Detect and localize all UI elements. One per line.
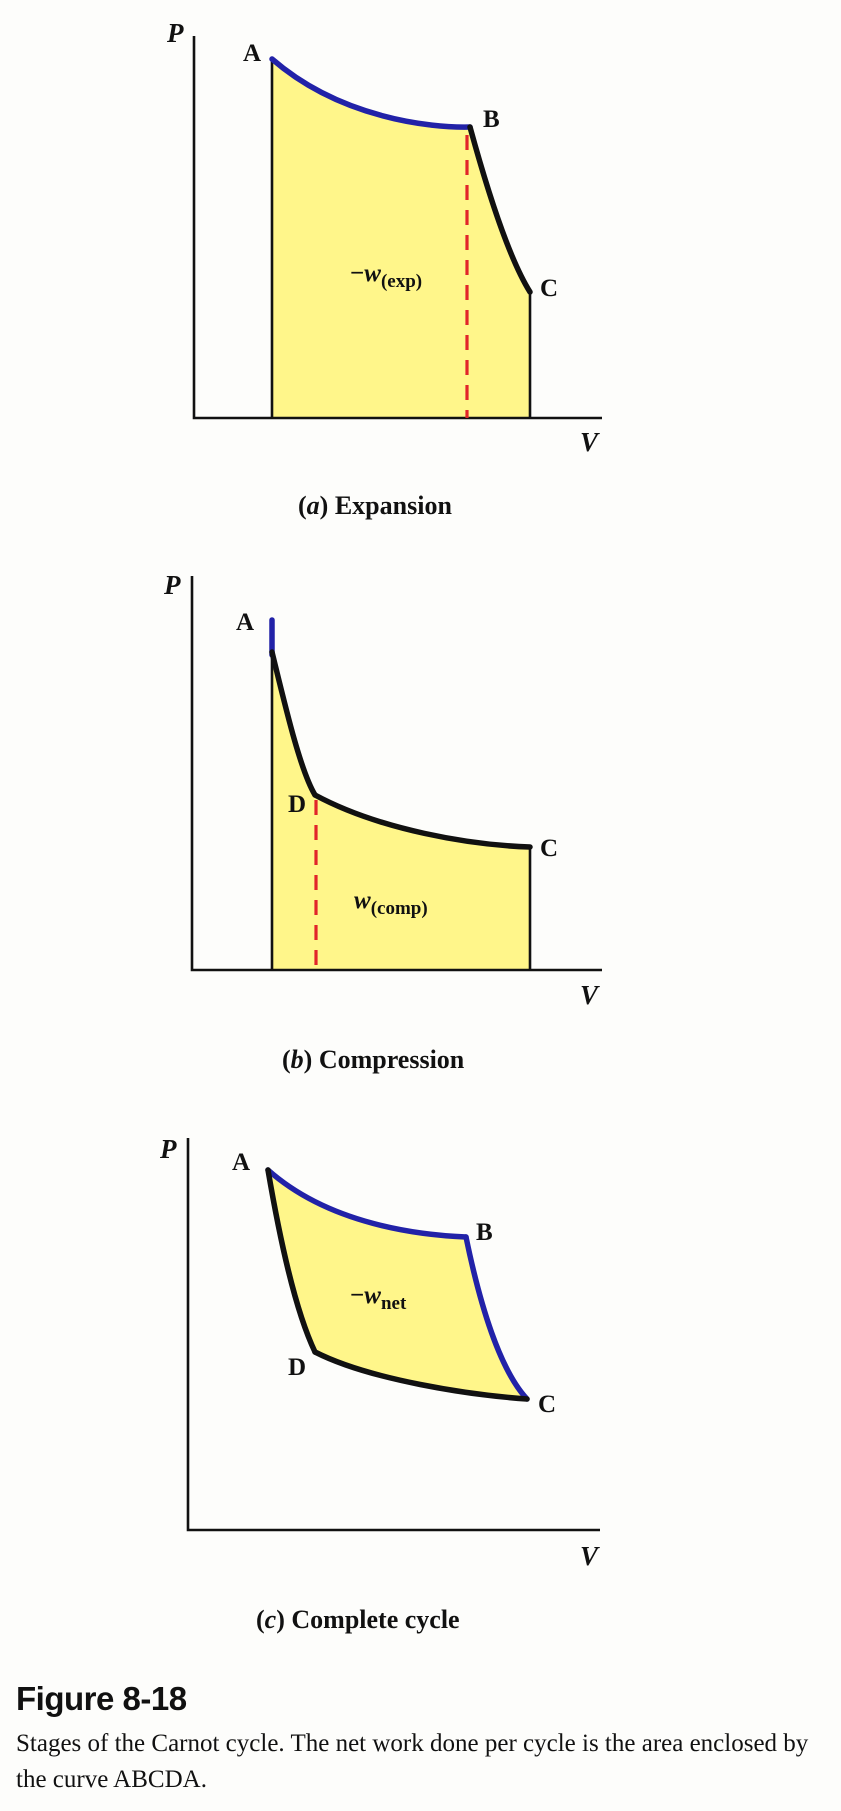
work-label-compression: w(comp): [354, 887, 428, 919]
panel-caption-compression: (b) Compression: [282, 1045, 465, 1074]
point-label-d-compression: D: [288, 791, 306, 818]
panel-compression: P V A D C w(comp) (b) Compression: [163, 570, 602, 1074]
work-sign-expansion: −: [350, 260, 364, 287]
adiabat-da-complete-cycle: [265, 1167, 318, 1355]
panel-name-complete-cycle: Complete cycle: [291, 1605, 459, 1634]
point-label-b-complete-cycle: B: [476, 1219, 493, 1246]
panel-letter-expansion: a: [307, 491, 320, 520]
work-label-complete-cycle: −wnet: [350, 1282, 407, 1314]
point-label-b-expansion: B: [483, 106, 500, 133]
work-area-compression: [272, 652, 530, 970]
figure-caption: Stages of the Carnot cycle. The net work…: [16, 1730, 809, 1793]
work-symbol-complete-cycle: w: [364, 1282, 381, 1309]
isotherm-cd-compression: [312, 792, 533, 850]
work-subscript-compression: (comp): [371, 898, 428, 919]
panel-caption-expansion: (a) Expansion: [298, 491, 452, 520]
work-label-expansion: −w(exp): [350, 260, 422, 292]
work-symbol-compression: w: [354, 887, 371, 914]
panel-name-expansion: Expansion: [335, 491, 453, 520]
point-label-d-complete-cycle: D: [288, 1354, 306, 1381]
panel-complete-cycle: P V A B C D −wnet (c) Complete cycle: [159, 1134, 600, 1634]
panel-expansion: P V A B C −w(exp) (a) Expansion: [166, 18, 602, 520]
point-label-c-compression: C: [540, 835, 558, 862]
panel-caption-complete-cycle: (c) Complete cycle: [256, 1605, 460, 1634]
x-axis-label-complete-cycle: V: [580, 1541, 600, 1571]
work-area-complete-cycle: [268, 1170, 527, 1399]
axes-complete-cycle: [186, 1138, 600, 1532]
work-sign-complete-cycle: −: [350, 1282, 364, 1309]
adiabat-bc-expansion: [467, 124, 533, 295]
point-label-a-compression: A: [236, 609, 254, 636]
axes-compression: [190, 576, 602, 972]
isotherm-cd-complete-cycle: [312, 1349, 530, 1402]
point-label-a-complete-cycle: A: [232, 1149, 250, 1176]
point-label-c-complete-cycle: C: [538, 1391, 556, 1418]
isotherm-ab-expansion: [269, 56, 473, 130]
x-axis-label-expansion: V: [580, 427, 600, 457]
adiabat-bc-complete-cycle: [463, 1234, 530, 1402]
work-subscript-expansion: (exp): [381, 271, 422, 292]
point-label-a-expansion: A: [243, 40, 261, 67]
isotherm-ab-complete-cycle: [265, 1167, 469, 1240]
figure-title: Figure 8-18: [16, 1680, 187, 1717]
panel-letter-complete-cycle: c: [265, 1605, 277, 1634]
panel-letter-compression: b: [291, 1045, 304, 1074]
y-axis-label-expansion: P: [166, 18, 184, 48]
y-axis-label-compression: P: [163, 570, 181, 600]
work-symbol-expansion: w: [364, 260, 381, 287]
point-label-c-expansion: C: [540, 275, 558, 302]
x-axis-label-compression: V: [580, 980, 600, 1010]
adiabat-da-compression: [269, 649, 318, 798]
work-subscript-complete-cycle: net: [381, 1293, 407, 1314]
panel-name-compression: Compression: [319, 1045, 465, 1074]
y-axis-label-complete-cycle: P: [159, 1134, 177, 1164]
